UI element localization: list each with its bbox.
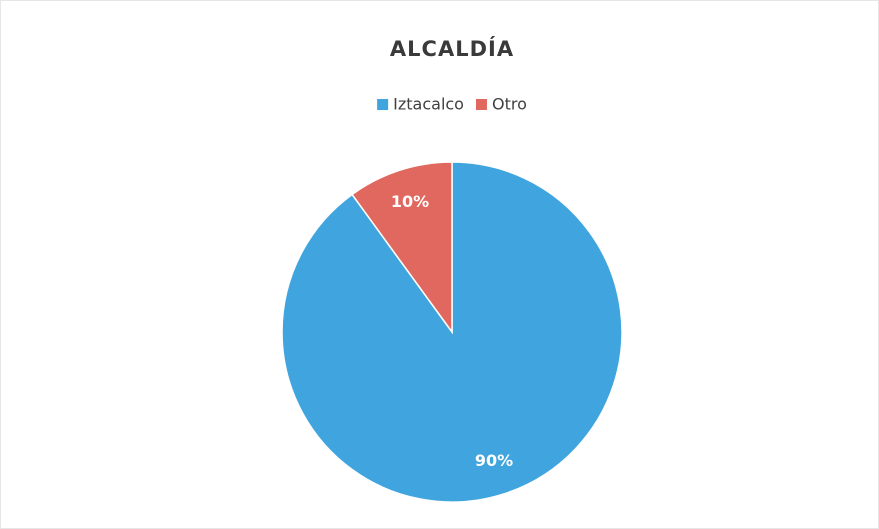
legend-swatch xyxy=(377,99,389,110)
chart-title: ALCALDÍA xyxy=(390,36,514,61)
legend-swatch xyxy=(475,99,487,110)
data-label: 10% xyxy=(391,192,429,211)
pie: 90% 10% xyxy=(281,161,623,503)
legend-label: Otro xyxy=(492,95,527,114)
legend: Iztacalco Otro xyxy=(377,95,527,114)
pie-slice xyxy=(351,161,453,335)
data-label: 90% xyxy=(475,451,513,470)
pie-slice xyxy=(281,161,623,503)
legend-label: Iztacalco xyxy=(393,95,464,114)
